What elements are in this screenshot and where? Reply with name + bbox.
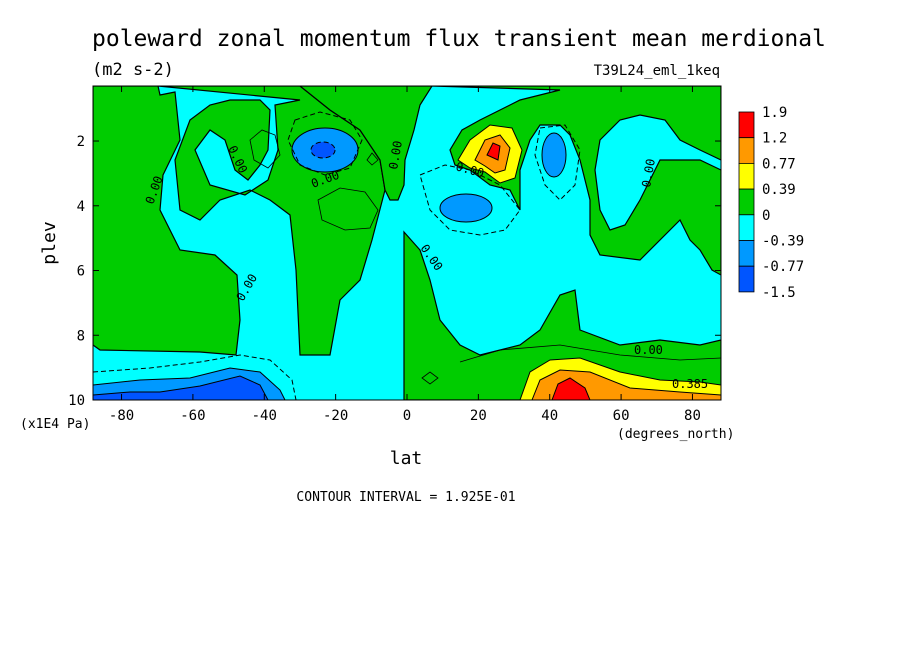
colorbar-swatch [738,162,755,190]
y-tick-label: 6 [77,264,85,280]
colorbar-label: 1.9 [762,105,787,121]
units-label: (m2 s-2) [92,60,174,80]
negative-core-lower-south [93,375,269,400]
x-tick-label: -20 [323,408,348,424]
x-tick-label: -40 [252,408,277,424]
x-tick-label: 80 [684,408,701,424]
positive-region-north-lower [403,230,721,400]
contour-interval-label: CONTOUR INTERVAL = 1.925E-01 [296,490,515,505]
positive-region-west [93,86,241,356]
colorbar-swatch [738,188,755,216]
positive-core-lower-north [551,377,591,400]
colorbar-swatch [738,265,755,293]
positive-contours [249,129,721,385]
chart-title: poleward zonal momentum flux transient m… [92,26,826,52]
colorbar-label: 0.39 [762,182,796,198]
plot-area: 0.00 0.00 0.00 0.00 0.00 0.00 0.00 0.00 … [93,86,721,400]
negative-contours [93,111,581,400]
y-axis-units: (x1E4 Pa) [20,417,90,432]
y-tick-label: 2 [77,134,85,150]
contour-label: 0.00 [634,343,663,357]
negative-core-upper-south [310,141,336,159]
axes: -80 -60 -40 -20 0 20 40 60 80 2 4 6 8 10 [68,86,721,424]
colorbar-swatch [738,137,755,164]
colorbar-label: 1.2 [762,131,787,147]
negative-minimum-north-upper [541,132,567,178]
colorbar: 1.9 1.2 0.77 0.39 0 -0.39 -0.77 -1.5 [738,105,804,301]
colorbar-label: -0.77 [762,259,804,275]
colorbar-swatch [738,240,755,267]
colorbar-swatch [738,111,755,139]
x-tick-label: 20 [470,408,487,424]
dataset-label: T39L24_eml_1keq [594,63,720,79]
colorbar-swatch [738,214,755,241]
x-tick-label: -60 [180,408,205,424]
contour-label: 0.385 [672,377,708,391]
positive-region-equator-upper [299,86,433,201]
x-tick-label: 0 [403,408,411,424]
y-tick-label: 8 [77,328,85,344]
contour-label: 0.00 [639,158,658,189]
colorbar-label: 0 [762,208,770,224]
colorbar-label: -0.39 [762,234,804,250]
x-tick-label: 60 [613,408,630,424]
y-axis-label: plev [39,221,60,264]
colorbar-label: -1.5 [762,285,796,301]
x-axis-label: lat [390,448,423,469]
x-axis-units: (degrees_north) [617,427,734,442]
x-tick-label: -80 [109,408,134,424]
contour-label: 0.00 [386,140,405,171]
y-tick-label: 4 [77,199,85,215]
y-tick-label: 10 [68,393,85,409]
negative-minimum-tropics [439,193,493,223]
x-tick-label: 40 [541,408,558,424]
colorbar-label: 0.77 [762,156,796,172]
positive-core-upper-north [486,142,501,161]
